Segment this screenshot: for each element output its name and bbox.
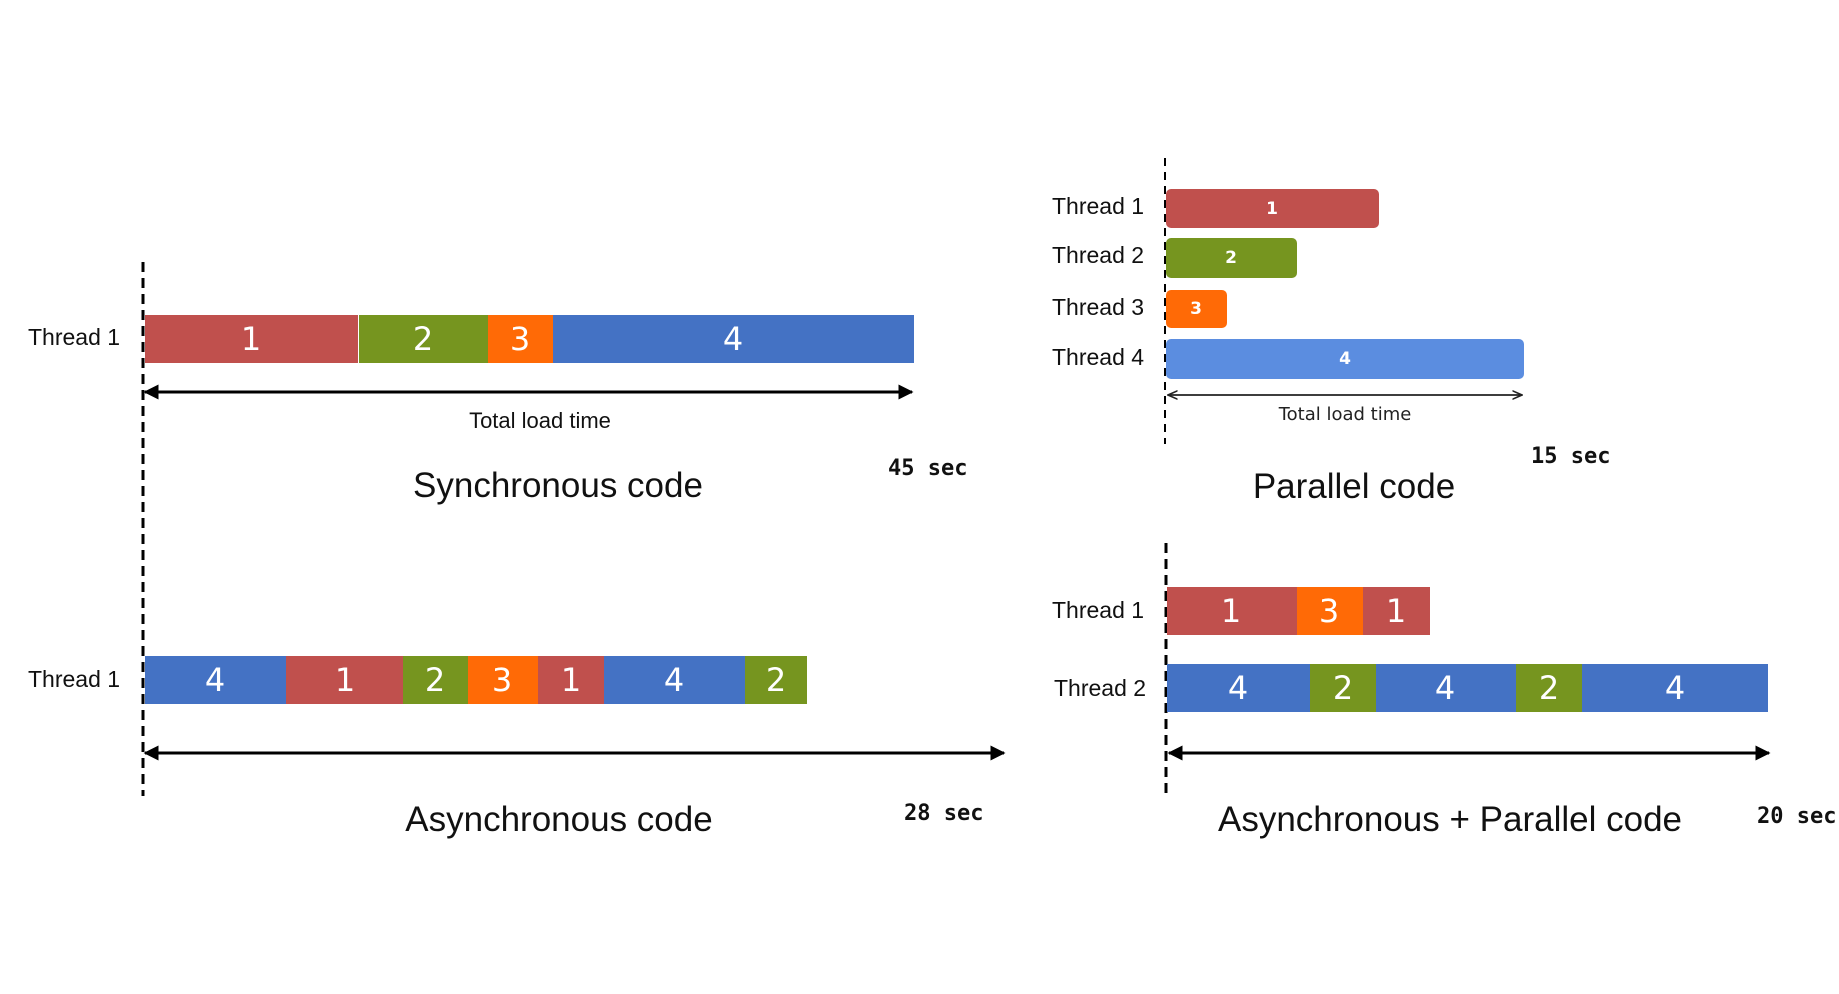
- task-segment-3: [488, 315, 553, 363]
- parallel-panel: Thread 1 1 Thread 2 2 Thread 3 3 Thread …: [1052, 158, 1610, 506]
- synchronous-panel: Thread 1 1 2 3 4 Total load time 45 sec …: [28, 262, 967, 796]
- task-segment-2: [403, 656, 468, 704]
- task-segment-1: [1363, 587, 1430, 635]
- thread-label: Thread 3: [1052, 294, 1144, 320]
- task-segment-1: [538, 656, 604, 704]
- task-segment-2: [745, 656, 807, 704]
- task-label: 4: [664, 661, 684, 699]
- task-label: 1: [1221, 592, 1241, 630]
- task-segment-4: [1167, 664, 1310, 712]
- task-segment-3: [1166, 290, 1227, 328]
- task-label: 1: [561, 661, 581, 699]
- async-parallel-panel: Thread 1 1 3 1 Thread 2 4 2 4 2 4 20 sec…: [1052, 543, 1836, 839]
- task-segment-4: [1376, 664, 1516, 712]
- task-segment-3: [468, 656, 538, 704]
- task-segment-4: [553, 315, 914, 363]
- task-label: 2: [425, 661, 445, 699]
- thread-label: Thread 1: [28, 666, 120, 692]
- task-segment-4: [1582, 664, 1768, 712]
- task-segment-1: [145, 315, 358, 363]
- thread-label: Thread 1: [1052, 597, 1144, 623]
- task-label: 1: [1266, 199, 1278, 219]
- duration-label: 15 sec: [1531, 444, 1610, 469]
- task-label: 2: [1333, 669, 1353, 707]
- duration-label: 45 sec: [888, 456, 967, 481]
- panel-caption: Asynchronous + Parallel code: [1218, 800, 1682, 839]
- task-label: 1: [335, 661, 355, 699]
- task-label: 4: [1228, 669, 1248, 707]
- task-segment-4: [1166, 339, 1524, 379]
- duration-label: 20 sec: [1757, 804, 1836, 829]
- task-label: 1: [241, 320, 261, 358]
- task-segment-4: [604, 656, 745, 704]
- task-label: 4: [1665, 669, 1685, 707]
- thread-label: Thread 1: [1052, 193, 1144, 219]
- task-label: 4: [205, 661, 225, 699]
- thread-label: Thread 2: [1054, 675, 1146, 701]
- task-label: 2: [413, 320, 433, 358]
- task-segment-4: [145, 656, 286, 704]
- task-segment-2: [359, 315, 488, 363]
- duration-label: 28 sec: [904, 801, 983, 826]
- task-segment-2: [1516, 664, 1582, 712]
- task-label: 2: [1225, 248, 1237, 268]
- task-segment-1: [286, 656, 403, 704]
- task-label: 1: [1386, 592, 1406, 630]
- task-segment-1: [1166, 189, 1379, 228]
- task-label: 4: [723, 320, 743, 358]
- total-load-time-label: Total load time: [1278, 404, 1412, 425]
- task-label: 3: [510, 320, 530, 358]
- thread-label: Thread 2: [1052, 242, 1144, 268]
- task-label: 2: [1539, 669, 1559, 707]
- total-load-time-label: Total load time: [469, 408, 611, 433]
- panel-caption: Synchronous code: [413, 466, 703, 505]
- task-label: 4: [1435, 669, 1455, 707]
- thread-label: Thread 4: [1052, 344, 1144, 370]
- task-label: 4: [1339, 349, 1351, 369]
- task-label: 3: [492, 661, 512, 699]
- task-label: 2: [766, 661, 786, 699]
- asynchronous-panel: Thread 1 4 1 2 3 1 4 2 28 sec Asynchrono…: [28, 656, 1006, 839]
- task-label: 3: [1319, 592, 1339, 630]
- task-segment-1: [1167, 587, 1297, 635]
- task-segment-2: [1310, 664, 1376, 712]
- thread-label: Thread 1: [28, 324, 120, 350]
- task-segment-3: [1297, 587, 1363, 635]
- panel-caption: Asynchronous code: [405, 800, 712, 839]
- panel-caption: Parallel code: [1253, 467, 1455, 506]
- task-segment-2: [1166, 238, 1297, 278]
- task-label: 3: [1190, 299, 1202, 319]
